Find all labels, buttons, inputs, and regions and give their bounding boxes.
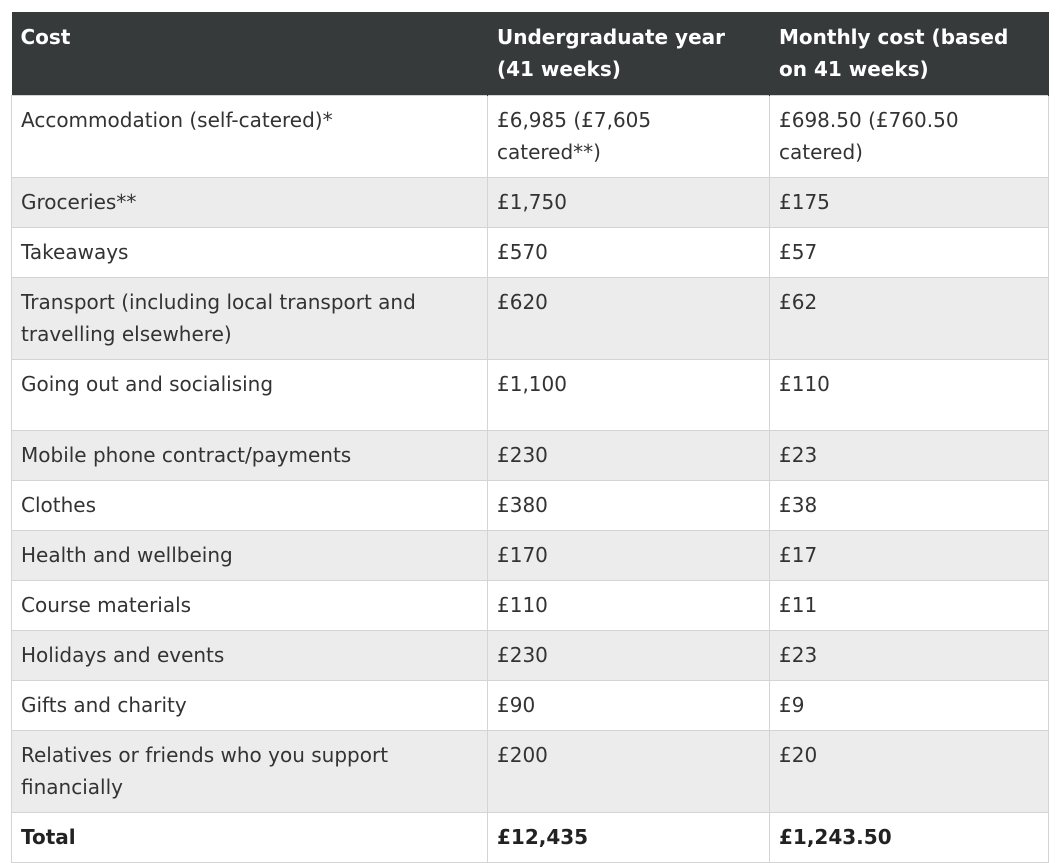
- annual-cost: £620: [487, 277, 770, 360]
- row-label: Takeaways: [11, 227, 488, 278]
- monthly-cost: £23: [769, 630, 1049, 681]
- annual-cost: £6,985 (£7,605 catered**): [487, 95, 770, 178]
- annual-cost: £90: [487, 680, 770, 731]
- row-label: Accommodation (self-catered)*: [11, 95, 488, 178]
- living-costs-table: Cost Undergraduate year (41 weeks) Month…: [11, 12, 1049, 863]
- annual-cost: £200: [487, 730, 770, 813]
- monthly-cost: £38: [769, 480, 1049, 531]
- table-row: Gifts and charity £90 £9: [11, 680, 1049, 731]
- row-label: Going out and socialising: [11, 359, 488, 431]
- row-label: Transport (including local transport and…: [11, 277, 488, 360]
- monthly-cost: £23: [769, 430, 1049, 481]
- total-label: Total: [11, 812, 488, 863]
- table-row: Groceries** £1,750 £175: [11, 177, 1049, 228]
- header-undergraduate-year: Undergraduate year (41 weeks): [487, 12, 770, 96]
- annual-cost: £110: [487, 580, 770, 631]
- header-row: Cost Undergraduate year (41 weeks) Month…: [11, 12, 1049, 96]
- table-row: Health and wellbeing £170 £17: [11, 530, 1049, 581]
- row-label: Clothes: [11, 480, 488, 531]
- table-row: Relatives or friends who you support fin…: [11, 730, 1049, 813]
- row-label: Course materials: [11, 580, 488, 631]
- monthly-cost: £110: [769, 359, 1049, 431]
- total-row: Total £12,435 £1,243.50: [11, 812, 1049, 863]
- table-row: Takeaways £570 £57: [11, 227, 1049, 278]
- table-row: Going out and socialising £1,100 £110: [11, 359, 1049, 431]
- cost-table-container: Cost Undergraduate year (41 weeks) Month…: [11, 12, 1049, 863]
- annual-cost: £170: [487, 530, 770, 581]
- table-row: Accommodation (self-catered)* £6,985 (£7…: [11, 95, 1049, 178]
- monthly-cost: £11: [769, 580, 1049, 631]
- annual-cost: £230: [487, 430, 770, 481]
- table-header: Cost Undergraduate year (41 weeks) Month…: [11, 12, 1049, 96]
- row-label: Gifts and charity: [11, 680, 488, 731]
- monthly-cost: £9: [769, 680, 1049, 731]
- annual-cost: £1,100: [487, 359, 770, 431]
- annual-cost: £570: [487, 227, 770, 278]
- monthly-cost: £698.50 (£760.50 catered): [769, 95, 1049, 178]
- row-label: Groceries**: [11, 177, 488, 228]
- table-row: Holidays and events £230 £23: [11, 630, 1049, 681]
- table-row: Course materials £110 £11: [11, 580, 1049, 631]
- monthly-cost: £17: [769, 530, 1049, 581]
- total-monthly-cost: £1,243.50: [769, 812, 1049, 863]
- row-label: Holidays and events: [11, 630, 488, 681]
- table-row: Clothes £380 £38: [11, 480, 1049, 531]
- monthly-cost: £62: [769, 277, 1049, 360]
- row-label: Relatives or friends who you support fin…: [11, 730, 488, 813]
- monthly-cost: £20: [769, 730, 1049, 813]
- annual-cost: £380: [487, 480, 770, 531]
- table-row: Transport (including local transport and…: [11, 277, 1049, 360]
- monthly-cost: £175: [769, 177, 1049, 228]
- monthly-cost: £57: [769, 227, 1049, 278]
- total-annual-cost: £12,435: [487, 812, 770, 863]
- header-monthly-cost: Monthly cost (based on 41 weeks): [769, 12, 1049, 96]
- annual-cost: £230: [487, 630, 770, 681]
- table-body: Accommodation (self-catered)* £6,985 (£7…: [11, 95, 1049, 863]
- table-row: Mobile phone contract/payments £230 £23: [11, 430, 1049, 481]
- row-label: Health and wellbeing: [11, 530, 488, 581]
- row-label: Mobile phone contract/payments: [11, 430, 488, 481]
- header-cost: Cost: [11, 12, 488, 96]
- annual-cost: £1,750: [487, 177, 770, 228]
